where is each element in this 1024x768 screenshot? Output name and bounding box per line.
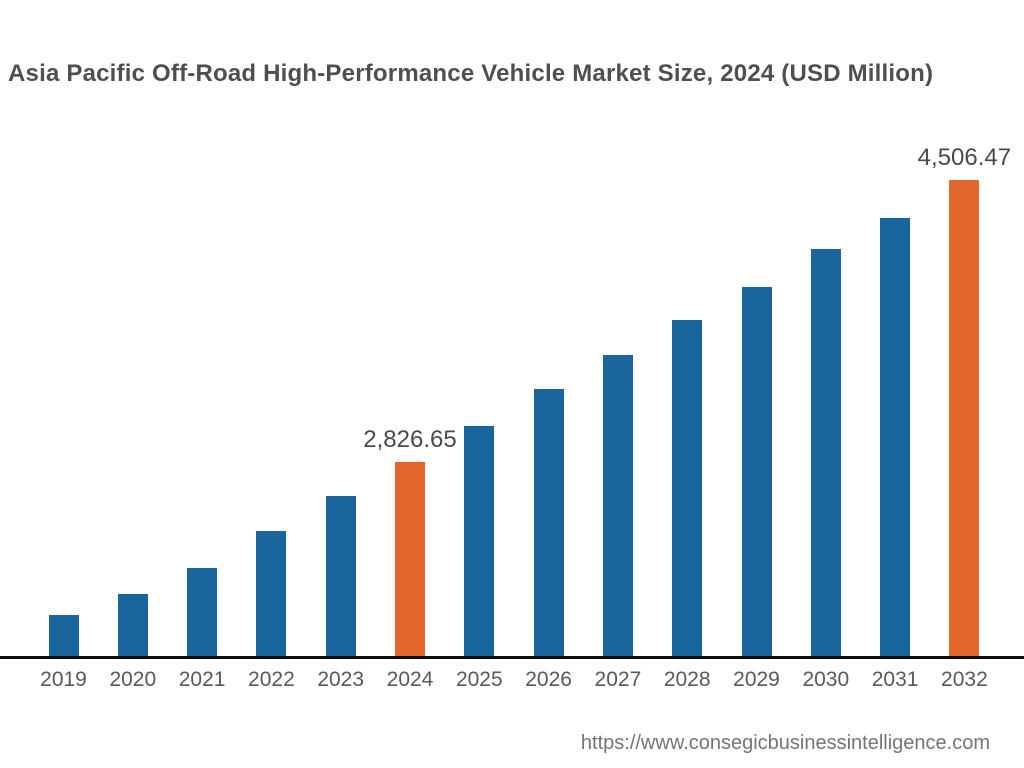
- bar-2020: [117, 594, 148, 656]
- x-tick-2028: 2028: [663, 668, 711, 691]
- bar-2032: [949, 180, 980, 656]
- x-tick-2022: 2022: [248, 668, 295, 691]
- x-tick-2023: 2023: [317, 668, 365, 691]
- data-label-2024: 2,826.65: [363, 426, 457, 453]
- x-tick-2032: 2032: [941, 668, 988, 691]
- x-tick-2031: 2031: [871, 668, 919, 691]
- x-tick-2025: 2025: [455, 668, 503, 691]
- bar-2024: [395, 462, 425, 656]
- x-tick-2027: 2027: [594, 668, 642, 691]
- bar-2023: [325, 496, 356, 656]
- bar-2026: [533, 389, 564, 656]
- x-tick-2026: 2026: [525, 668, 572, 691]
- x-tick-2029: 2029: [733, 668, 780, 691]
- data-label-2032: 4,506.47: [917, 144, 1012, 171]
- chart-title: Asia Pacific Off-Road High-Performance V…: [8, 60, 934, 87]
- x-tick-2030: 2030: [802, 668, 850, 691]
- x-tick-2024: 2024: [386, 668, 434, 691]
- bar-2028: [672, 320, 703, 656]
- bar-2029: [741, 287, 772, 656]
- source-url: https://www.consegicbusinessintelligence…: [580, 732, 990, 754]
- bar-2027: [602, 355, 633, 656]
- bar-2019: [48, 615, 79, 656]
- bar-2030: [810, 249, 841, 656]
- bar-2031: [880, 218, 911, 656]
- bar-2021: [187, 568, 218, 656]
- x-axis-line: [0, 656, 1024, 659]
- x-tick-2020: 2020: [109, 668, 157, 691]
- bar-2025: [464, 426, 495, 656]
- bar-2022: [256, 531, 287, 656]
- x-tick-2021: 2021: [178, 668, 226, 691]
- x-tick-2019: 2019: [40, 668, 87, 691]
